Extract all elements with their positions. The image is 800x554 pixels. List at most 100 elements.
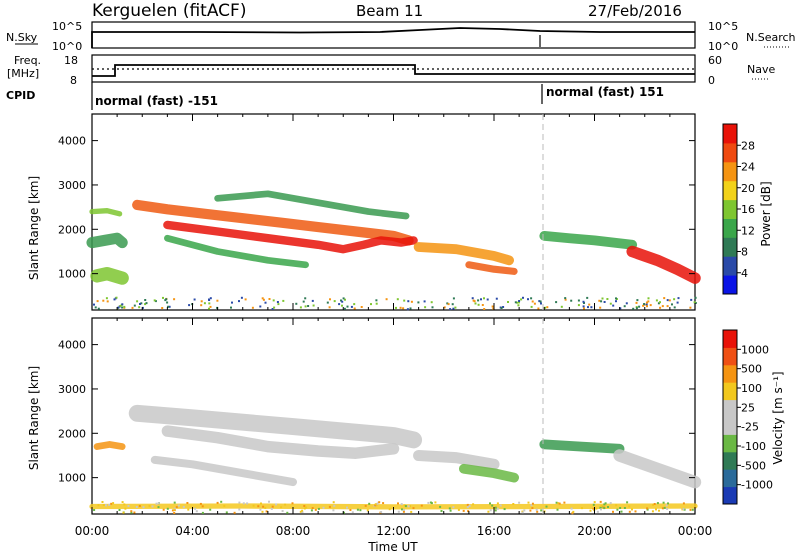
power-band bbox=[86, 232, 128, 249]
power-colorbar-tick-label: 24 bbox=[741, 161, 755, 174]
velocity-colorbar-tick-label: 1000 bbox=[741, 343, 769, 356]
velocity-scatter-point bbox=[607, 506, 609, 508]
x-tick-label: 00:00 bbox=[678, 524, 713, 538]
velocity-scatter-point bbox=[448, 507, 451, 510]
velocity-scatter-point bbox=[171, 509, 174, 512]
power-scatter-point bbox=[360, 306, 363, 308]
power-scatter-point bbox=[601, 297, 604, 300]
power-scatter-point bbox=[342, 297, 345, 300]
power-scatter-point bbox=[168, 305, 171, 308]
power-scatter-point bbox=[216, 306, 219, 309]
power-scatter-point bbox=[643, 303, 646, 305]
velocity-scatter-point bbox=[401, 508, 403, 511]
velocity-scatter-point bbox=[186, 502, 189, 504]
power-scatter-point bbox=[539, 300, 542, 303]
velocity-colorbar-cell bbox=[723, 486, 737, 505]
nsearch-label: N.Search bbox=[746, 31, 796, 44]
power-scatter-point bbox=[673, 306, 676, 309]
velocity-y-tick-label: 2000 bbox=[58, 427, 86, 440]
velocity-scatter-point bbox=[631, 508, 633, 511]
velocity-band bbox=[459, 463, 519, 483]
power-scatter-point bbox=[262, 298, 265, 301]
power-scatter-point bbox=[632, 307, 635, 310]
power-scatter-point bbox=[647, 300, 650, 303]
velocity-scatter-point bbox=[563, 501, 566, 504]
velocity-scatter-point bbox=[166, 507, 169, 510]
velocity-scatter-point bbox=[242, 502, 245, 505]
power-colorbar-tick-label: 16 bbox=[741, 203, 755, 216]
power-band bbox=[163, 220, 418, 254]
power-y-label: Slant Range [km] bbox=[27, 176, 41, 280]
power-band bbox=[214, 190, 410, 220]
power-scatter-point bbox=[200, 300, 203, 303]
power-scatter-point bbox=[302, 300, 305, 303]
freq-label-2: [MHz] bbox=[7, 67, 39, 80]
velocity-scatter-point bbox=[555, 501, 558, 504]
power-scatter-point bbox=[500, 307, 503, 309]
velocity-scatter-point bbox=[284, 503, 287, 506]
power-scatter-point bbox=[483, 297, 485, 300]
velocity-scatter-point bbox=[620, 510, 623, 513]
power-scatter-point bbox=[588, 303, 591, 306]
velocity-scatter-point bbox=[462, 509, 465, 512]
power-scatter-point bbox=[140, 302, 143, 305]
power-scatter-point bbox=[162, 296, 164, 299]
power-scatter-point bbox=[454, 306, 457, 309]
power-scatter-point bbox=[538, 300, 541, 303]
power-scatter-point bbox=[518, 300, 521, 302]
power-scatter-point bbox=[423, 300, 426, 303]
velocity-scatter-point bbox=[271, 505, 274, 508]
power-scatter-point bbox=[480, 298, 482, 301]
power-scatter-point bbox=[208, 307, 210, 310]
power-scatter-point bbox=[564, 298, 567, 301]
velocity-scatter-point bbox=[409, 505, 411, 508]
power-scatter-point bbox=[276, 301, 279, 303]
power-scatter-point bbox=[693, 301, 696, 304]
velocity-scatter-point bbox=[557, 502, 560, 505]
power-scatter-point bbox=[491, 305, 494, 308]
power-scatter-point bbox=[527, 298, 529, 301]
velocity-scatter-point bbox=[530, 504, 533, 507]
velocity-scatter-point bbox=[238, 508, 241, 511]
velocity-scatter-point bbox=[225, 511, 228, 514]
velocity-scatter-point bbox=[615, 504, 618, 507]
x-axis-label: Time UT bbox=[367, 540, 418, 554]
power-scatter-point bbox=[145, 302, 148, 305]
power-scatter-point bbox=[638, 305, 641, 308]
power-scatter-point bbox=[492, 307, 495, 310]
power-scatter-point bbox=[657, 302, 660, 305]
velocity-scatter-point bbox=[261, 510, 264, 513]
velocity-scatter-point bbox=[118, 509, 121, 511]
power-y-axis: 4000 3000 2000 1000 bbox=[58, 114, 696, 310]
velocity-scatter-point bbox=[382, 502, 385, 505]
velocity-scatter-point bbox=[201, 511, 204, 514]
velocity-scatter-point bbox=[223, 504, 226, 507]
velocity-scatter-point bbox=[496, 507, 499, 510]
power-scatter-point bbox=[615, 300, 617, 303]
velocity-scatter-point bbox=[626, 501, 629, 504]
velocity-scatter-point bbox=[402, 510, 405, 513]
velocity-scatter-point bbox=[489, 509, 492, 512]
velocity-scatter-point bbox=[346, 506, 348, 509]
velocity-scatter-point bbox=[388, 508, 391, 511]
power-scatter-point bbox=[540, 302, 542, 305]
power-scatter-point bbox=[471, 297, 474, 300]
power-scatter-point bbox=[522, 296, 524, 299]
velocity-scatter-point bbox=[93, 509, 96, 511]
velocity-colorbar-tick-label: -500 bbox=[741, 459, 766, 472]
power-colorbar-cell bbox=[723, 142, 737, 163]
velocity-scatter-point bbox=[123, 503, 126, 506]
velocity-scatter-point bbox=[535, 508, 538, 511]
power-scatter-point bbox=[531, 300, 534, 303]
velocity-scatter-point bbox=[356, 508, 359, 511]
velocity-scatter-point bbox=[628, 510, 631, 513]
velocity-scatter-point bbox=[270, 507, 273, 510]
time-axis: 00:00 04:00 08:00 12:00 16:00 20:00 00:00 bbox=[75, 524, 713, 538]
velocity-colorbar-frame bbox=[722, 329, 738, 505]
power-scatter-point bbox=[144, 303, 147, 306]
power-scatter-point bbox=[477, 303, 480, 306]
velocity-scatter-point bbox=[301, 509, 304, 512]
power-scatter-point bbox=[273, 306, 276, 309]
velocity-scatter-point bbox=[410, 510, 413, 513]
velocity-colorbar-cell bbox=[723, 347, 737, 366]
